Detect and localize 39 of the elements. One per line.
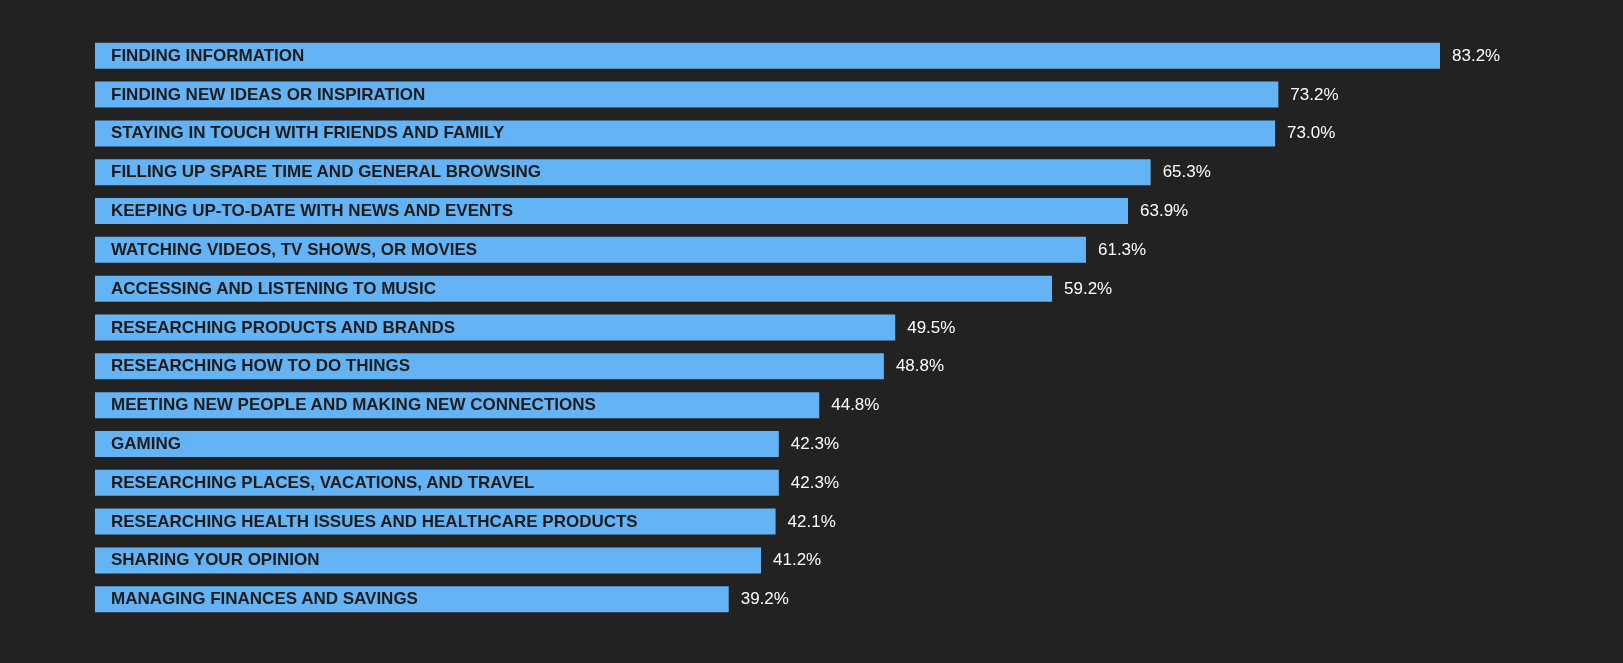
y-tick-label: FILLING UP SPARE TIME AND GENERAL BROWSING <box>111 162 542 182</box>
data-label: 83.2% <box>1452 45 1501 65</box>
data-label: 41.2% <box>773 550 822 570</box>
data-label: 63.9% <box>1140 201 1189 221</box>
bar <box>95 275 1053 302</box>
data-label: 42.3% <box>790 472 840 492</box>
bar <box>95 430 779 457</box>
bar <box>95 547 762 574</box>
y-tick-label: KEEPING UP-TO-DATE WITH NEWS AND EVENTS <box>111 201 514 221</box>
y-tick-label: MANAGING FINANCES AND SAVINGS <box>111 589 418 609</box>
data-label: 48.8% <box>895 356 945 376</box>
y-tick-label: WATCHING VIDEOS, TV SHOWS, OR MOVIES <box>111 239 478 259</box>
bar <box>95 81 1279 108</box>
data-label: 61.3% <box>1097 239 1147 259</box>
data-label: 59.2% <box>1064 278 1113 298</box>
data-label: 73.2% <box>1290 84 1339 104</box>
data-label: 49.5% <box>907 317 956 337</box>
y-tick-label: RESEARCHING PLACES, VACATIONS, AND TRAVEL <box>111 472 535 492</box>
y-tick-label: ACCESSING AND LISTENING TO MUSIC <box>111 278 436 298</box>
y-tick-label: RESEARCHING HOW TO DO THINGS <box>111 356 411 376</box>
bar <box>95 198 1128 225</box>
y-tick-label: GAMING <box>111 433 181 453</box>
y-tick-label: MEETING NEW PEOPLE AND MAKING NEW CONNECTIONS <box>111 395 596 415</box>
bar <box>95 42 1440 69</box>
data-label: 65.3% <box>1162 162 1211 182</box>
data-label: 73.0% <box>1287 123 1336 143</box>
bar <box>95 120 1276 147</box>
bar <box>95 314 896 341</box>
y-tick-label: STAYING IN TOUCH WITH FRIENDS AND FAMILY <box>111 123 505 143</box>
y-tick-label: FINDING INFORMATION <box>111 45 305 65</box>
data-label: 42.1% <box>787 511 836 531</box>
y-tick-label: RESEARCHING PRODUCTS AND BRANDS <box>111 317 456 337</box>
data-label: 39.2% <box>740 589 789 609</box>
data-label: 42.3% <box>790 433 840 453</box>
bar <box>95 236 1086 263</box>
y-tick-label: RESEARCHING HEALTH ISSUES AND HEALTHCARE PRODUCTS <box>111 511 638 531</box>
data-label: 44.8% <box>831 395 880 415</box>
y-tick-label: SHARING YOUR OPINION <box>111 550 320 570</box>
y-tick-label: FINDING NEW IDEAS OR INSPIRATION <box>111 84 426 104</box>
